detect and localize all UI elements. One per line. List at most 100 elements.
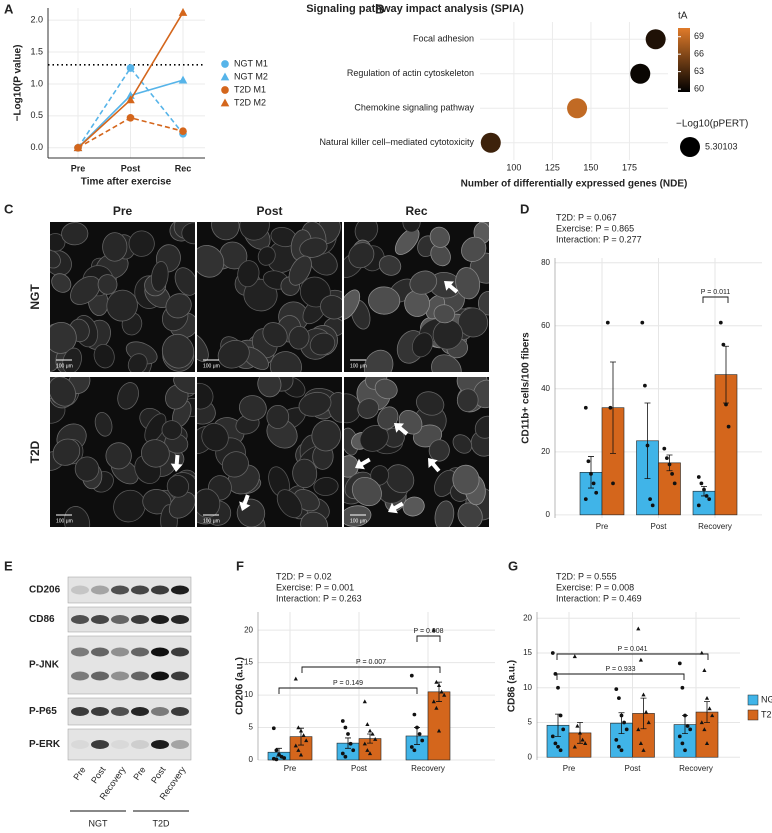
data-point (126, 64, 135, 72)
muscle-fiber (434, 500, 455, 527)
data-point (644, 709, 649, 714)
arrow (388, 501, 404, 514)
muscle-fiber (299, 237, 328, 258)
bracket-label: P = 0.007 (356, 659, 386, 666)
muscle-fiber (457, 502, 483, 527)
x-tick-label: Pre (71, 163, 86, 173)
data-point (572, 654, 577, 659)
colorbar-title: tA (678, 11, 688, 22)
muscle-fiber (428, 439, 450, 462)
data-point (641, 692, 646, 697)
data-point (707, 706, 712, 711)
muscle-fiber (197, 488, 221, 518)
muscle-fiber (102, 232, 128, 262)
data-point (346, 732, 350, 736)
stats-text: Exercise: P = 0.008 (556, 582, 634, 592)
bracket-label: P = 0.933 (605, 666, 635, 673)
micrograph: 100 μm (197, 222, 342, 372)
muscle-fiber (309, 332, 336, 356)
data-point (293, 676, 298, 681)
muscle-fiber (377, 406, 399, 430)
muscle-fiber (239, 222, 270, 241)
data-point (550, 651, 555, 655)
muscle-fiber (359, 425, 389, 452)
muscle-fiber (344, 289, 361, 320)
panel-label: D (520, 201, 529, 216)
muscle-fiber (472, 379, 489, 409)
data-point (643, 383, 647, 388)
stats-text: T2D: P = 0.02 (276, 571, 332, 581)
data-point (178, 7, 188, 16)
blot-panel (67, 576, 192, 604)
x-tick-label: 100 (506, 162, 521, 172)
data-point (179, 127, 187, 136)
significance-bracket (278, 687, 418, 694)
muscle-fiber (168, 491, 195, 519)
data-point (704, 741, 710, 745)
lane-label: Pre (71, 765, 87, 782)
data-point (367, 728, 373, 733)
y-axis-title: CD11b+ cells/100 fibers (521, 332, 532, 444)
significance-bracket (556, 653, 709, 660)
panel-label: E (4, 558, 13, 573)
blot-band (91, 585, 109, 595)
colorbar-label: 63 (694, 66, 704, 76)
data-point (431, 699, 436, 704)
x-tick-label: Recovery (411, 764, 445, 773)
arrow-head (428, 458, 438, 468)
muscle-fiber (433, 304, 456, 324)
data-point (343, 754, 348, 759)
micrograph: 100 μm (50, 377, 195, 527)
data-point (704, 695, 710, 700)
data-point (296, 748, 301, 752)
data-point (436, 683, 442, 688)
muscle-fiber (461, 236, 487, 262)
x-tick-label: Post (351, 764, 368, 773)
muscle-fiber (431, 354, 462, 372)
data-point (683, 713, 687, 718)
blot-band (91, 615, 109, 624)
data-point (296, 725, 301, 730)
data-point (677, 661, 682, 666)
x-tick-label: 125 (545, 162, 560, 172)
data-point (365, 748, 370, 752)
data-point (420, 738, 425, 743)
data-point (556, 744, 560, 749)
muscle-fiber (62, 347, 82, 372)
data-point (580, 737, 585, 742)
data-point (650, 503, 655, 508)
data-point (271, 726, 276, 731)
x-axis-title: Number of differentially expressed genes… (461, 179, 688, 190)
data-point (619, 748, 624, 753)
bubble (567, 98, 588, 119)
muscle-fiber (197, 332, 209, 362)
muscle-fiber (197, 382, 214, 410)
bracket-label: P = 0.008 (413, 628, 443, 635)
data-point (680, 741, 685, 746)
significance-bracket (556, 673, 685, 680)
muscle-fiber (173, 377, 195, 394)
data-point (558, 748, 563, 753)
data-point (73, 143, 83, 152)
data-point (583, 741, 588, 745)
data-point (575, 723, 580, 728)
blot-band (131, 671, 149, 681)
blot-panel (67, 635, 192, 695)
data-point (367, 751, 373, 756)
column-header: Pre (113, 204, 133, 218)
muscle-fiber (211, 222, 240, 241)
data-point (553, 741, 558, 746)
muscle-fiber (51, 273, 72, 293)
data-point (370, 731, 375, 736)
muscle-fiber (150, 261, 169, 292)
data-point (298, 728, 304, 733)
muscle-fiber (276, 489, 303, 519)
error-bar (704, 701, 710, 723)
legend-marker (220, 72, 230, 81)
legend-label: NGT M1 (234, 58, 268, 68)
arrow (355, 457, 371, 470)
data-point (696, 475, 701, 479)
data-point (594, 490, 599, 495)
muscle-fiber (50, 233, 66, 252)
